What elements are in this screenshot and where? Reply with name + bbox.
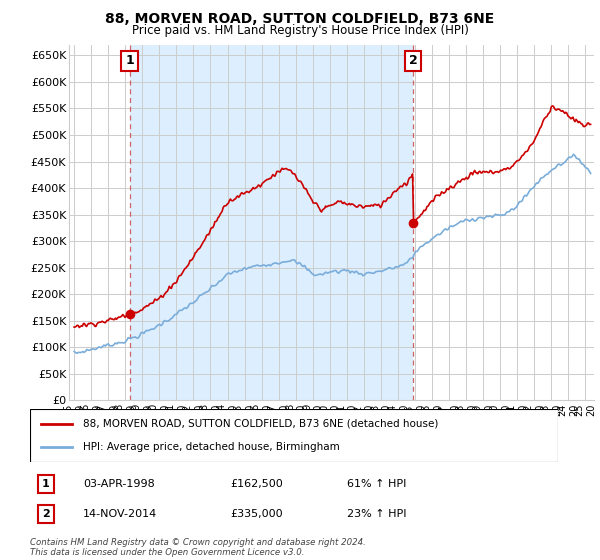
Text: Price paid vs. HM Land Registry's House Price Index (HPI): Price paid vs. HM Land Registry's House …	[131, 24, 469, 36]
Text: Contains HM Land Registry data © Crown copyright and database right 2024.
This d: Contains HM Land Registry data © Crown c…	[30, 538, 366, 557]
Text: 23% ↑ HPI: 23% ↑ HPI	[347, 509, 406, 519]
Text: HPI: Average price, detached house, Birmingham: HPI: Average price, detached house, Birm…	[83, 442, 340, 452]
Text: 03-APR-1998: 03-APR-1998	[83, 479, 155, 489]
Text: 61% ↑ HPI: 61% ↑ HPI	[347, 479, 406, 489]
Text: 1: 1	[125, 54, 134, 67]
Text: £162,500: £162,500	[230, 479, 283, 489]
FancyBboxPatch shape	[30, 409, 558, 462]
Text: 2: 2	[42, 509, 50, 519]
Text: 88, MORVEN ROAD, SUTTON COLDFIELD, B73 6NE (detached house): 88, MORVEN ROAD, SUTTON COLDFIELD, B73 6…	[83, 419, 438, 429]
Text: 14-NOV-2014: 14-NOV-2014	[83, 509, 157, 519]
Text: 2: 2	[409, 54, 418, 67]
Text: £335,000: £335,000	[230, 509, 283, 519]
Bar	[130, 45, 413, 400]
Text: 88, MORVEN ROAD, SUTTON COLDFIELD, B73 6NE: 88, MORVEN ROAD, SUTTON COLDFIELD, B73 6…	[106, 12, 494, 26]
Text: 1: 1	[42, 479, 50, 489]
